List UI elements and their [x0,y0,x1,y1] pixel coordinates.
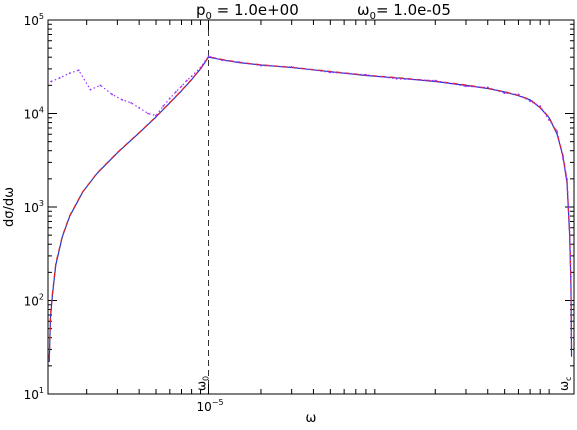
series-point-dotted [121,98,124,101]
series-point-dotted [556,130,559,132]
series-point-dotted [138,106,141,109]
omega0-annotation: ω0 [195,376,211,391]
y-tick-label: 103 [24,199,44,215]
major-ticks [48,19,574,395]
series-point-dotted [221,59,224,62]
y-tick-label: 105 [24,12,44,28]
series-point-dotted [329,71,332,74]
series-point-dotted [190,75,193,78]
series-point-dotted [199,66,202,69]
series-point-dotted [162,105,165,107]
series-point-dotted [539,105,542,107]
minor-ticks [48,20,574,394]
series-line-solid [48,56,573,362]
title-p0-symbol: p [196,1,206,19]
omegac-annotation: ωc [557,377,573,391]
series-point-dotted [260,64,262,67]
series-point-dotted [50,80,52,83]
series-line-dashed [48,56,573,359]
y-tick-label: 102 [24,293,44,309]
series-point-dotted [529,100,532,103]
series-point-dotted [130,101,133,104]
annotation-layer: ω0 ωc [195,376,573,391]
series-point-dotted [168,97,171,100]
series-point-dotted [111,93,114,96]
series-point-dotted [155,114,157,117]
series-point-dotted [99,84,102,87]
y-axis-label: dσ/dω [2,187,17,227]
series-point-dotted [89,88,92,91]
series-point-dotted [185,79,188,82]
series-point-dotted [395,77,398,80]
series-point-dotted [180,85,183,88]
series-point-dotted [465,85,467,88]
series-point-dotted [147,112,149,115]
series-point-dotted [365,73,367,76]
title-omega0-value: = 1.0e-05 [376,1,451,19]
series-point-dotted [517,93,520,96]
title-p0-value: = 1.0e+00 [212,1,299,19]
series-point-dotted [68,72,71,75]
series-point-dotted [174,91,177,93]
series-line-dotted [50,55,573,338]
plot-frame [47,19,575,395]
series-point-dotted [77,69,80,72]
x-tick-label: 10−5 [197,398,224,414]
series-point-dotted [434,79,437,82]
chart-title-p0: p0 = 1.0e+00 [196,1,299,22]
series-point-dotted [548,119,551,121]
title-p0-subscript: 0 [206,11,212,22]
y-tick-label: 104 [24,106,44,122]
chart-title-omega0: ω0= 1.0e-05 [357,1,451,22]
series-point-dotted [58,77,61,79]
series-point-dotted [566,177,568,180]
series-point-dotted [562,157,564,160]
title-omega0-subscript: 0 [370,11,376,22]
series-point-dotted [570,336,573,339]
series-point-dotted [570,275,572,278]
series-layer [48,55,573,362]
series-point-dotted [503,92,506,95]
tick-labels: 101 102 103 104 105 10−5 [24,12,224,414]
title-omega0-symbol: ω [357,1,370,19]
series-point-dotted [290,66,293,68]
series-point-dotted [486,86,489,89]
series-point-dotted [568,226,571,229]
series-point-dotted [207,55,210,58]
y-tick-label: 101 [24,386,44,402]
x-axis-label: ω [306,411,317,426]
series-point-dotted [238,61,241,63]
